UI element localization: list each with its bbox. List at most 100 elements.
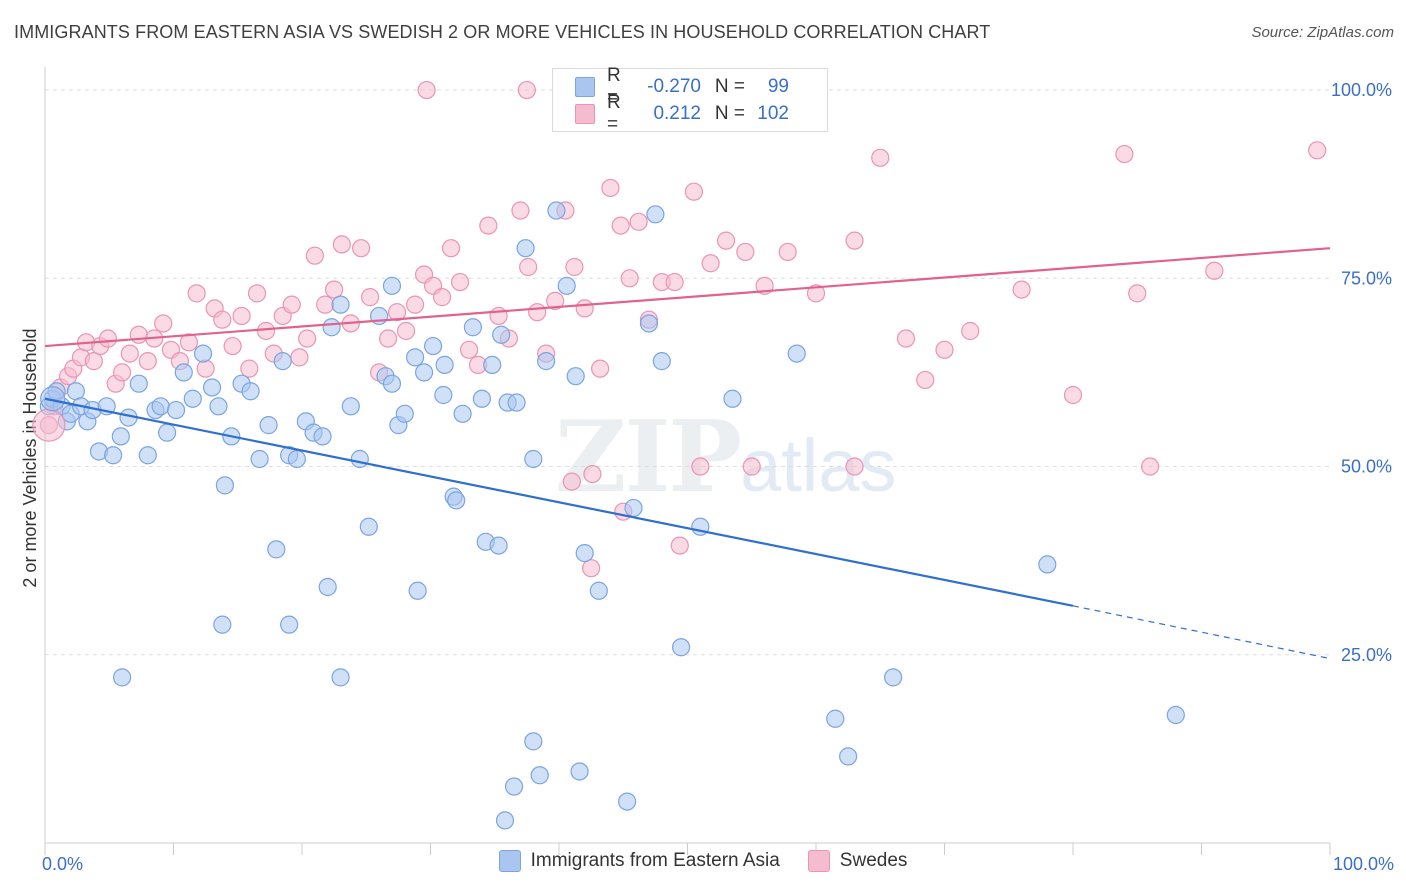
point-swedes: [138, 352, 157, 371]
y-tick-label: 100.0%: [1331, 80, 1392, 100]
point-eastern-asia: [213, 615, 232, 634]
y-tick-label: 50.0%: [1341, 457, 1392, 477]
point-swedes: [806, 284, 826, 303]
x-tick-label-min: 0.0%: [42, 854, 83, 874]
watermark-zip: ZIP: [555, 400, 742, 515]
point-swedes: [1308, 141, 1327, 160]
point-swedes: [305, 246, 324, 265]
point-swedes: [517, 80, 536, 100]
point-swedes: [1128, 284, 1147, 303]
point-eastern-asia: [566, 367, 585, 386]
point-swedes: [1140, 457, 1160, 476]
point-eastern-asia: [557, 276, 576, 295]
point-eastern-asia: [350, 449, 369, 469]
point-eastern-asia: [382, 276, 402, 295]
stats-row-swedes: R = 0.212 N = 102: [575, 92, 789, 135]
point-eastern-asia: [166, 400, 186, 420]
point-eastern-asia: [359, 517, 378, 536]
point-eastern-asia: [405, 348, 425, 367]
point-eastern-asia: [618, 792, 637, 811]
legend-item-swedes[interactable]: Swedes: [807, 850, 908, 872]
point-eastern-asia: [280, 615, 299, 634]
point-swedes: [916, 370, 935, 390]
legend-label-swedes: Swedes: [839, 850, 908, 871]
point-swedes: [179, 333, 199, 352]
point-swedes: [845, 231, 864, 250]
point-swedes: [432, 288, 452, 307]
point-swedes: [396, 321, 416, 341]
x-tick-label-max: 100.0%: [1333, 854, 1394, 874]
point-swedes: [582, 559, 601, 578]
point-swedes: [665, 272, 684, 292]
point-eastern-asia: [524, 449, 543, 469]
legend-item-eastern-asia[interactable]: Immigrants from Eastern Asia: [498, 850, 780, 872]
point-eastern-asia: [639, 314, 659, 333]
point-eastern-asia: [516, 239, 535, 258]
trend-line-eastern-asia-extension: [1072, 605, 1331, 660]
point-eastern-asia: [287, 449, 306, 469]
point-eastern-asia: [575, 544, 594, 563]
point-swedes: [629, 212, 648, 231]
point-swedes: [546, 291, 565, 310]
legend-swatch-eastern-asia: [498, 850, 521, 872]
point-eastern-asia: [483, 355, 502, 374]
point-swedes: [935, 340, 954, 359]
point-eastern-asia: [787, 344, 806, 363]
point-swedes: [611, 216, 630, 235]
point-eastern-asia: [652, 352, 671, 371]
point-swedes: [361, 288, 380, 307]
point-swedes: [232, 306, 251, 326]
point-swedes-cluster: [32, 408, 66, 442]
point-eastern-asia: [241, 382, 260, 401]
point-swedes: [519, 257, 538, 277]
stats-legend: R = -0.270 N = 99 R = 0.212 N = 102: [552, 65, 828, 135]
point-swedes: [1205, 261, 1224, 280]
point-eastern-asia: [129, 374, 148, 393]
point-eastern-asia: [414, 363, 434, 382]
point-eastern-asia: [331, 668, 350, 687]
point-eastern-asia: [1166, 705, 1185, 725]
point-swedes: [1063, 385, 1083, 405]
r-label: R =: [607, 65, 621, 108]
n-value: 102: [757, 103, 789, 124]
point-eastern-asia: [447, 491, 466, 510]
point-eastern-asia: [495, 811, 515, 830]
point-eastern-asia: [547, 201, 566, 220]
point-swedes: [479, 216, 498, 235]
point-swedes: [325, 280, 344, 299]
point-swedes: [575, 299, 594, 318]
point-swedes: [450, 272, 470, 292]
point-swedes: [670, 536, 689, 555]
point-eastern-asia: [183, 389, 202, 408]
y-axis-label: 2 or more Vehicles in Household: [20, 328, 40, 587]
point-eastern-asia: [151, 397, 170, 416]
point-swedes: [417, 80, 436, 100]
y-tick-label: 75.0%: [1341, 268, 1392, 288]
point-swedes: [352, 239, 371, 258]
watermark: ZIPatlas: [555, 400, 896, 515]
point-swedes: [316, 295, 335, 314]
swatch-swedes: [575, 104, 595, 124]
point-swedes: [742, 457, 761, 476]
point-swedes: [601, 178, 620, 198]
point-eastern-asia: [524, 732, 543, 751]
point-eastern-asia: [318, 577, 337, 597]
point-eastern-asia: [157, 423, 177, 442]
point-eastern-asia: [341, 397, 360, 416]
point-swedes: [298, 329, 317, 348]
point-swedes: [736, 242, 755, 262]
trend-line-eastern-asia: [44, 397, 1074, 607]
point-swedes: [187, 284, 206, 303]
point-swedes: [332, 235, 351, 254]
point-eastern-asia: [883, 668, 903, 687]
chart-title: IMMIGRANTS FROM EASTERN ASIA VS SWEDISH …: [14, 22, 991, 42]
point-eastern-asia: [453, 404, 472, 423]
point-eastern-asia: [209, 397, 228, 416]
point-eastern-asia: [395, 404, 414, 423]
point-swedes: [871, 148, 890, 167]
point-swedes: [282, 295, 301, 314]
point-eastern-asia: [322, 318, 341, 337]
point-eastern-asia: [826, 709, 845, 728]
point-swedes: [129, 325, 148, 344]
